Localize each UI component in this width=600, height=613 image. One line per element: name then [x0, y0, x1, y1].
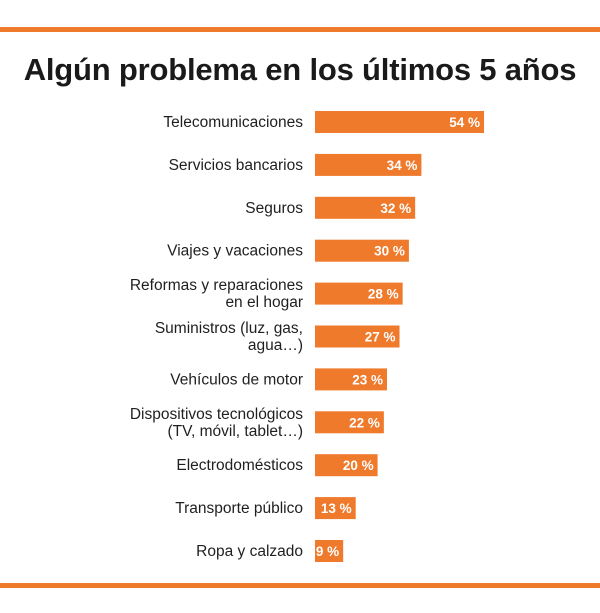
category-label-2: Seguros	[245, 200, 303, 217]
bar-1	[315, 153, 422, 176]
bar-3	[315, 239, 409, 262]
bar-0	[315, 111, 485, 133]
value-label-8: 20 %	[343, 458, 374, 473]
value-label-6: 23 %	[352, 372, 383, 387]
bottom-rule	[0, 583, 600, 588]
bar-9	[315, 497, 356, 520]
value-label-1: 34 %	[387, 158, 418, 173]
chart-title: Algún problema en los últimos 5 años	[23, 52, 577, 87]
bar-10	[315, 540, 344, 562]
value-label-7: 22 %	[349, 415, 380, 430]
category-label-8: Electrodomésticos	[176, 457, 303, 474]
bar-7	[315, 411, 384, 434]
category-label-6: Vehículos de motor	[170, 371, 303, 388]
value-label-10: 9 %	[316, 544, 339, 559]
value-label-0: 54 %	[449, 115, 480, 130]
bar-5	[315, 325, 400, 348]
category-label-1: Servicios bancarios	[169, 157, 304, 174]
category-label-3: Viajes y vacaciones	[167, 243, 303, 260]
category-label-4: Reformas y reparaciones en el hogar	[130, 277, 303, 311]
value-label-3: 30 %	[374, 244, 405, 259]
category-label-5: Suministros (luz, gas, agua…)	[155, 320, 303, 354]
bar-8	[315, 454, 378, 477]
value-label-2: 32 %	[380, 201, 411, 216]
bar-2	[315, 196, 416, 219]
top-rule	[0, 27, 600, 32]
value-label-5: 27 %	[365, 330, 396, 345]
bar-4	[315, 282, 403, 305]
value-label-4: 28 %	[368, 287, 399, 302]
category-label-0: Telecomunicaciones	[163, 114, 303, 131]
category-label-9: Transporte público	[175, 500, 303, 517]
category-label-10: Ropa y calzado	[196, 543, 303, 560]
bar-6	[315, 368, 387, 391]
value-label-9: 13 %	[321, 501, 352, 516]
category-label-7: Dispositivos tecnológicos (TV, móvil, tab…	[130, 406, 303, 440]
